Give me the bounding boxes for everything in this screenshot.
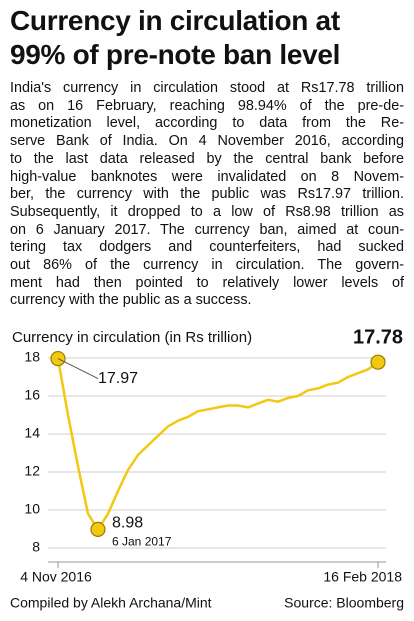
subtitle-line: serve Bank of India. On 4 November 2016,…	[10, 133, 404, 150]
subtitle-line: monetization level, according to data fr…	[10, 115, 404, 132]
leader	[57, 358, 99, 380]
subtitle-line: ment had then pointed to relatively lowe…	[10, 274, 404, 291]
y-tick-label: 8	[32, 539, 40, 555]
subtitle-line: out 86% of the currency in circulation. …	[10, 257, 404, 274]
y-tick-label: 12	[24, 463, 40, 479]
subtitle-line: as on 16 February, reaching 98.94% of th…	[10, 97, 404, 114]
line	[56, 358, 379, 531]
point	[370, 354, 386, 370]
y-tick-label: 16	[24, 387, 40, 403]
point	[90, 521, 106, 537]
subtitle-line: ber, the currency with the public was Rs…	[10, 186, 404, 203]
title: Currency in circulation at 99% of pre-not…	[10, 4, 410, 72]
date-label: 6 Jan 2017	[112, 535, 172, 549]
y-tick-label: 18	[24, 349, 40, 365]
description: India's currency in circulation stood at…	[10, 80, 404, 310]
data-label: 17.97	[98, 370, 138, 387]
subtitle-line: high-value banknotes were invalidated on…	[10, 168, 404, 185]
credit: Compiled by Alekh Archana/Mint	[10, 595, 212, 611]
subtitle-line: India's currency in circulation stood at…	[10, 80, 404, 96]
title-line: 99% of pre-note ban level	[10, 39, 341, 70]
subtitle-line: tering tax dodgers and counterfeiters, h…	[10, 239, 404, 256]
data-label: 8.98	[112, 515, 143, 532]
title-line: Currency in circulation at	[10, 5, 340, 36]
y-tick-label: 10	[24, 501, 40, 517]
subtitle-line: to the last data released by the central…	[10, 150, 404, 167]
source: Source: Bloomberg	[284, 595, 404, 611]
subtitle-line: Subsequently, it dropped to a low of Rs8…	[10, 203, 404, 220]
subtitle-line: on 6 January 2017. The currency ban, aim…	[10, 221, 404, 238]
subtitle-line: currency with the public as a success.	[10, 292, 252, 309]
data-label: 17.78	[353, 326, 403, 348]
y-axis-label: Currency in circulation (in Rs trillion)	[12, 329, 252, 346]
x-tick-label: 16 Feb 2018	[323, 569, 402, 585]
x-tick-label: 4 Nov 2016	[20, 569, 92, 585]
y-tick-label: 14	[24, 425, 40, 441]
